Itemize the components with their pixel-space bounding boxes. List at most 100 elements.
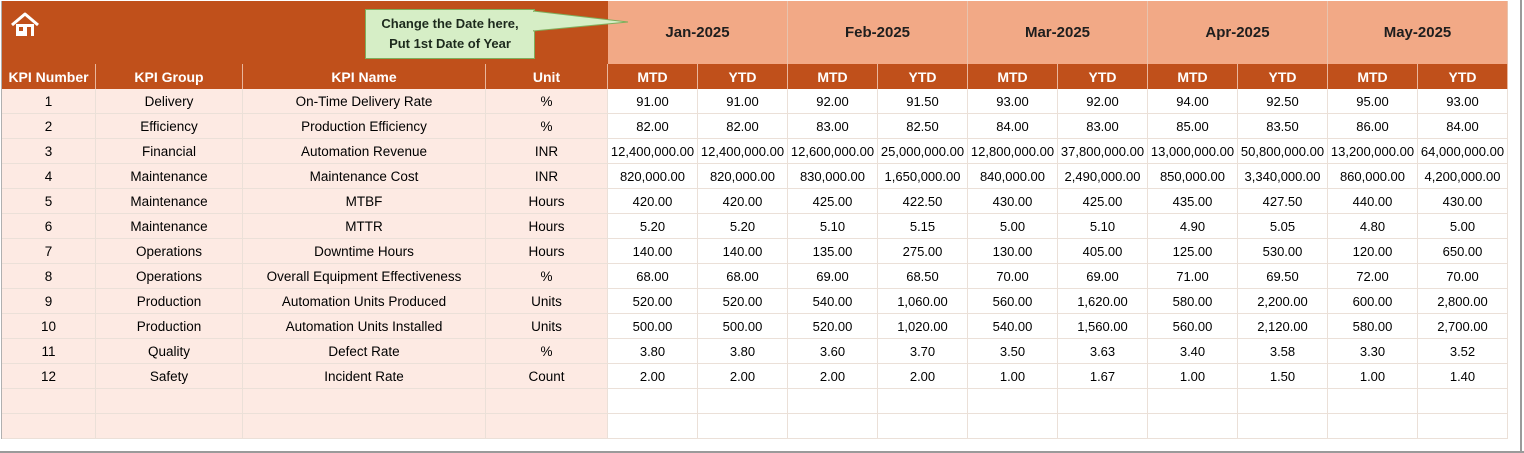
mtd-value-cell[interactable]: 135.00: [788, 239, 878, 264]
mtd-value-cell[interactable]: 3.50: [968, 339, 1058, 364]
month-header[interactable]: Feb-2025: [788, 1, 968, 64]
mtd-value-cell[interactable]: 13,000,000.00: [1148, 139, 1238, 164]
kpi-name-cell[interactable]: Maintenance Cost: [243, 164, 486, 189]
kpi-group-cell[interactable]: Maintenance: [96, 189, 243, 214]
ytd-value-cell[interactable]: [698, 389, 788, 414]
mtd-value-cell[interactable]: 140.00: [608, 239, 698, 264]
mtd-value-cell[interactable]: 13,200,000.00: [1328, 139, 1418, 164]
mtd-value-cell[interactable]: 12,600,000.00: [788, 139, 878, 164]
kpi-group-cell[interactable]: Maintenance: [96, 164, 243, 189]
mtd-value-cell[interactable]: 120.00: [1328, 239, 1418, 264]
mtd-value-cell[interactable]: 12,400,000.00: [608, 139, 698, 164]
ytd-value-cell[interactable]: 50,800,000.00: [1238, 139, 1328, 164]
ytd-value-cell[interactable]: 2.00: [878, 364, 968, 389]
mtd-value-cell[interactable]: 3.80: [608, 339, 698, 364]
ytd-value-cell[interactable]: 68.50: [878, 264, 968, 289]
mtd-value-cell[interactable]: 840,000.00: [968, 164, 1058, 189]
ytd-value-cell[interactable]: 68.00: [698, 264, 788, 289]
mtd-value-cell[interactable]: 71.00: [1148, 264, 1238, 289]
kpi-name-cell[interactable]: Defect Rate: [243, 339, 486, 364]
ytd-value-cell[interactable]: 82.50: [878, 114, 968, 139]
mtd-value-cell[interactable]: 440.00: [1328, 189, 1418, 214]
ytd-value-cell[interactable]: [1238, 389, 1328, 414]
kpi-number-cell[interactable]: 2: [2, 114, 96, 139]
ytd-value-cell[interactable]: 84.00: [1418, 114, 1508, 139]
mtd-value-cell[interactable]: 5.20: [608, 214, 698, 239]
ytd-value-cell[interactable]: 430.00: [1418, 189, 1508, 214]
mtd-value-cell[interactable]: 84.00: [968, 114, 1058, 139]
kpi-group-cell[interactable]: Production: [96, 314, 243, 339]
ytd-value-cell[interactable]: 2,120.00: [1238, 314, 1328, 339]
mtd-value-cell[interactable]: [968, 389, 1058, 414]
ytd-value-cell[interactable]: [698, 414, 788, 439]
unit-cell[interactable]: Hours: [486, 214, 608, 239]
mtd-value-cell[interactable]: 93.00: [968, 89, 1058, 114]
mtd-value-cell[interactable]: 83.00: [788, 114, 878, 139]
home-icon[interactable]: [10, 11, 40, 39]
kpi-group-cell[interactable]: Operations: [96, 264, 243, 289]
unit-cell[interactable]: INR: [486, 164, 608, 189]
mtd-value-cell[interactable]: 4.80: [1328, 214, 1418, 239]
ytd-value-cell[interactable]: 37,800,000.00: [1058, 139, 1148, 164]
mtd-value-cell[interactable]: 435.00: [1148, 189, 1238, 214]
mtd-value-cell[interactable]: 600.00: [1328, 289, 1418, 314]
mtd-value-cell[interactable]: 72.00: [1328, 264, 1418, 289]
ytd-value-cell[interactable]: 1,020.00: [878, 314, 968, 339]
kpi-group-cell[interactable]: [96, 414, 243, 439]
unit-cell[interactable]: [486, 389, 608, 414]
kpi-name-cell[interactable]: Production Efficiency: [243, 114, 486, 139]
ytd-value-cell[interactable]: 2,490,000.00: [1058, 164, 1148, 189]
mtd-value-cell[interactable]: 3.40: [1148, 339, 1238, 364]
kpi-number-cell[interactable]: 3: [2, 139, 96, 164]
ytd-value-cell[interactable]: 2,800.00: [1418, 289, 1508, 314]
kpi-number-cell[interactable]: 7: [2, 239, 96, 264]
ytd-value-cell[interactable]: 425.00: [1058, 189, 1148, 214]
mtd-value-cell[interactable]: 820,000.00: [608, 164, 698, 189]
kpi-group-cell[interactable]: Operations: [96, 239, 243, 264]
kpi-group-cell[interactable]: Production: [96, 289, 243, 314]
ytd-value-cell[interactable]: 83.00: [1058, 114, 1148, 139]
ytd-value-cell[interactable]: [1238, 414, 1328, 439]
ytd-value-cell[interactable]: 93.00: [1418, 89, 1508, 114]
kpi-name-cell[interactable]: Automation Revenue: [243, 139, 486, 164]
ytd-value-cell[interactable]: 69.50: [1238, 264, 1328, 289]
mtd-value-cell[interactable]: 3.30: [1328, 339, 1418, 364]
mtd-value-cell[interactable]: [968, 414, 1058, 439]
mtd-value-cell[interactable]: 70.00: [968, 264, 1058, 289]
ytd-value-cell[interactable]: 3.80: [698, 339, 788, 364]
kpi-name-cell[interactable]: Downtime Hours: [243, 239, 486, 264]
unit-cell[interactable]: Units: [486, 289, 608, 314]
kpi-number-cell[interactable]: 8: [2, 264, 96, 289]
ytd-value-cell[interactable]: 530.00: [1238, 239, 1328, 264]
unit-cell[interactable]: Hours: [486, 189, 608, 214]
ytd-value-cell[interactable]: 2,700.00: [1418, 314, 1508, 339]
mtd-value-cell[interactable]: 86.00: [1328, 114, 1418, 139]
unit-cell[interactable]: Units: [486, 314, 608, 339]
mtd-value-cell[interactable]: 1.00: [1328, 364, 1418, 389]
ytd-value-cell[interactable]: [1418, 389, 1508, 414]
kpi-name-cell[interactable]: On-Time Delivery Rate: [243, 89, 486, 114]
mtd-value-cell[interactable]: 520.00: [608, 289, 698, 314]
unit-cell[interactable]: %: [486, 264, 608, 289]
ytd-value-cell[interactable]: 500.00: [698, 314, 788, 339]
ytd-value-cell[interactable]: 427.50: [1238, 189, 1328, 214]
ytd-value-cell[interactable]: 3.63: [1058, 339, 1148, 364]
mtd-value-cell[interactable]: 860,000.00: [1328, 164, 1418, 189]
unit-cell[interactable]: %: [486, 114, 608, 139]
kpi-group-cell[interactable]: Delivery: [96, 89, 243, 114]
month-header[interactable]: Apr-2025: [1148, 1, 1328, 64]
mtd-value-cell[interactable]: 2.00: [788, 364, 878, 389]
ytd-value-cell[interactable]: 1.50: [1238, 364, 1328, 389]
mtd-value-cell[interactable]: 425.00: [788, 189, 878, 214]
mtd-value-cell[interactable]: 1.00: [968, 364, 1058, 389]
mtd-value-cell[interactable]: 430.00: [968, 189, 1058, 214]
kpi-name-cell[interactable]: Incident Rate: [243, 364, 486, 389]
ytd-value-cell[interactable]: 25,000,000.00: [878, 139, 968, 164]
mtd-value-cell[interactable]: 520.00: [788, 314, 878, 339]
mtd-value-cell[interactable]: [788, 414, 878, 439]
ytd-value-cell[interactable]: 5.20: [698, 214, 788, 239]
ytd-value-cell[interactable]: 520.00: [698, 289, 788, 314]
ytd-value-cell[interactable]: 91.00: [698, 89, 788, 114]
ytd-value-cell[interactable]: 1,060.00: [878, 289, 968, 314]
kpi-name-cell[interactable]: [243, 414, 486, 439]
